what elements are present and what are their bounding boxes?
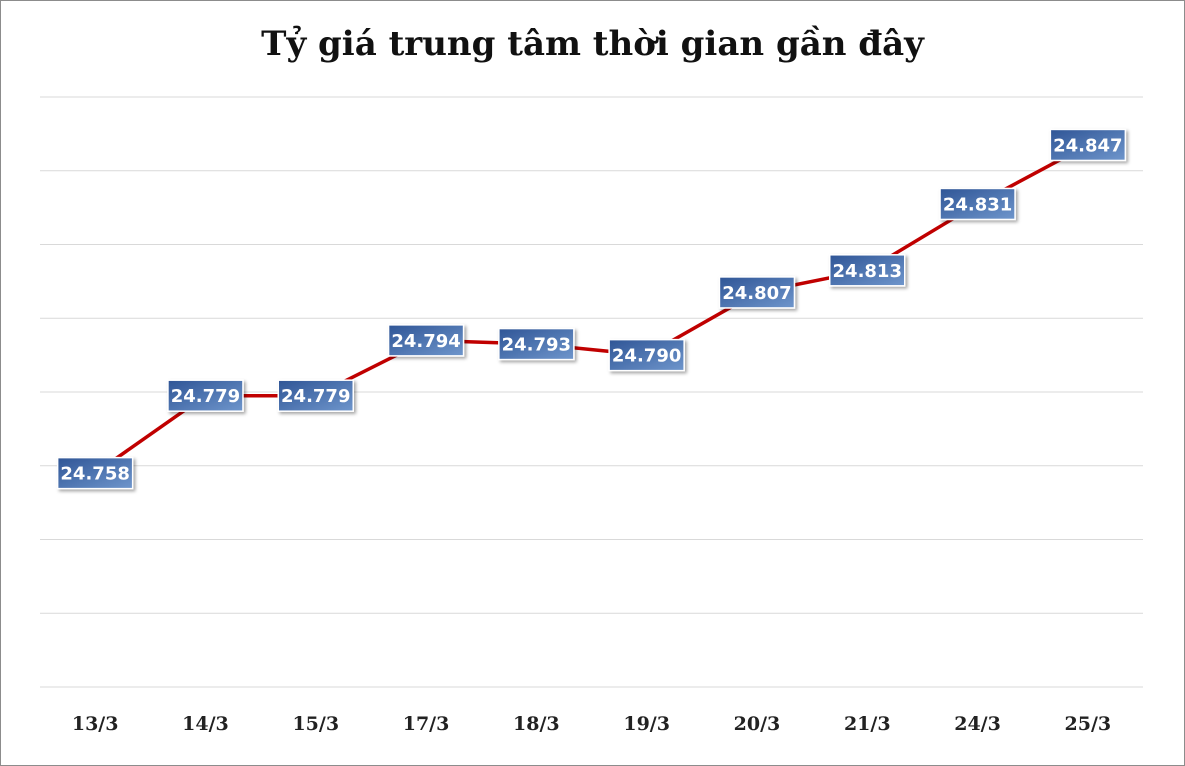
data-label: 24.779 bbox=[167, 379, 244, 412]
data-label-text: 24.758 bbox=[60, 464, 129, 485]
data-label-box bbox=[167, 379, 244, 412]
data-label: 24.831 bbox=[939, 187, 1016, 221]
x-tick-label: 20/3 bbox=[734, 713, 781, 735]
series-polyline bbox=[94, 143, 1089, 475]
x-tick-label: 14/3 bbox=[182, 713, 229, 735]
data-label-box bbox=[939, 187, 1016, 221]
series-line bbox=[94, 143, 1089, 475]
data-label-box bbox=[1049, 128, 1127, 162]
data-label: 24.813 bbox=[829, 254, 906, 287]
x-tick-label: 19/3 bbox=[623, 713, 670, 735]
x-tick-label: 25/3 bbox=[1065, 713, 1112, 735]
data-label-text: 24.847 bbox=[1053, 135, 1122, 156]
data-label-box bbox=[277, 379, 354, 412]
data-label-text: 24.807 bbox=[722, 283, 791, 304]
data-label-text: 24.831 bbox=[943, 194, 1012, 215]
data-label-text: 24.779 bbox=[171, 386, 240, 407]
data-label: 24.847 bbox=[1049, 128, 1127, 162]
data-label-box bbox=[387, 324, 465, 357]
x-tick-label: 21/3 bbox=[844, 713, 891, 735]
data-label-text: 24.813 bbox=[833, 261, 902, 282]
data-label-text: 24.793 bbox=[502, 335, 571, 356]
data-labels: 24.758 24.779 24.779 24.794 24.793 24.790 24.8… bbox=[56, 128, 1127, 490]
data-label-text: 24.794 bbox=[391, 331, 460, 352]
data-label-box bbox=[718, 276, 796, 309]
data-label: 24.790 bbox=[608, 338, 685, 372]
data-label-text: 24.790 bbox=[612, 346, 681, 367]
data-label-box bbox=[498, 327, 575, 361]
data-label: 24.793 bbox=[498, 327, 575, 361]
data-label-box bbox=[608, 338, 685, 372]
data-label: 24.807 bbox=[718, 276, 796, 309]
x-tick-label: 15/3 bbox=[292, 713, 339, 735]
gridlines bbox=[40, 96, 1143, 688]
x-tick-label: 24/3 bbox=[954, 713, 1001, 735]
data-label-box bbox=[56, 456, 134, 490]
x-tick-label: 17/3 bbox=[403, 713, 450, 735]
data-label: 24.794 bbox=[387, 324, 465, 357]
x-tick-label: 18/3 bbox=[513, 713, 560, 735]
x-tick-label: 13/3 bbox=[72, 713, 119, 735]
chart-title: Tỷ giá trung tâm thời gian gần đây bbox=[261, 24, 924, 64]
data-label: 24.779 bbox=[277, 379, 354, 412]
data-label: 24.758 bbox=[56, 456, 134, 490]
x-axis-ticks: 13/3 14/3 15/3 17/3 18/3 19/3 20/3 21/3 24/3 25/3 bbox=[72, 713, 1111, 735]
data-label-box bbox=[829, 254, 906, 287]
data-label-text: 24.779 bbox=[281, 386, 350, 407]
